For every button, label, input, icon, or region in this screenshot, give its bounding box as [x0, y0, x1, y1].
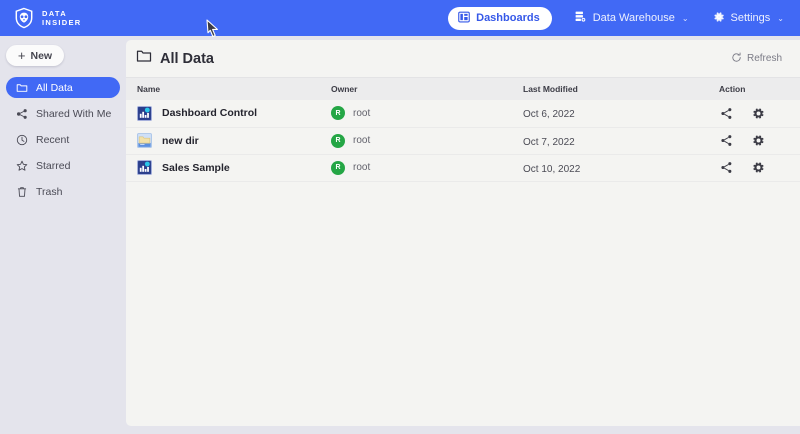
- avatar: R: [331, 133, 345, 148]
- sidebar-item-recent-label: Recent: [36, 133, 70, 146]
- cell-owner: R root: [331, 127, 523, 154]
- owner-name-label: root: [353, 135, 371, 146]
- sidebar-item-all-data-label: All Data: [36, 81, 73, 94]
- nav-item-dashboards[interactable]: Dashboards: [448, 6, 552, 30]
- table-body: Dashboard Control R root Oct 6, 2022: [126, 100, 800, 181]
- dashboard-grid-icon: [458, 11, 470, 26]
- share-icon[interactable]: [719, 134, 733, 148]
- sidebar-item-starred[interactable]: Starred: [6, 155, 120, 176]
- refresh-icon: [731, 52, 742, 66]
- folder-file-icon: [137, 133, 152, 148]
- new-button[interactable]: + New: [6, 45, 64, 66]
- data-table: Name Owner Last Modified Action: [126, 78, 800, 182]
- cell-owner: R root: [331, 154, 523, 181]
- gear-icon[interactable]: [751, 106, 765, 120]
- share-icon[interactable]: [719, 106, 733, 120]
- cell-name[interactable]: new dir: [126, 127, 331, 154]
- nav-item-dashboards-label: Dashboards: [476, 12, 540, 24]
- brand-logo[interactable]: DATA INSIDER: [13, 7, 82, 29]
- plus-icon: +: [17, 48, 26, 63]
- star-icon: [15, 159, 28, 172]
- dashboard-chart-file-icon: [137, 105, 152, 121]
- owl-shield-logo-icon: [13, 7, 35, 29]
- brand-line-2: INSIDER: [42, 18, 82, 27]
- cell-name[interactable]: Dashboard Control: [126, 100, 331, 127]
- table-row[interactable]: Dashboard Control R root Oct 6, 2022: [126, 100, 800, 127]
- content-card: All Data Refresh Name Owner Last Modifie…: [126, 40, 800, 426]
- refresh-button-label: Refresh: [746, 53, 782, 64]
- folder-icon: [15, 81, 28, 94]
- nav-item-data-warehouse-label: Data Warehouse: [592, 12, 675, 24]
- trash-icon: [15, 185, 28, 198]
- cell-name[interactable]: Sales Sample: [126, 154, 331, 181]
- last-modified-label: Oct 7, 2022: [523, 136, 575, 148]
- cell-action: [719, 100, 800, 127]
- refresh-button[interactable]: Refresh: [731, 52, 782, 66]
- last-modified-label: Oct 6, 2022: [523, 109, 575, 121]
- sidebar-item-trash-label: Trash: [36, 185, 63, 198]
- table-row[interactable]: Sales Sample R root Oct 10, 2022: [126, 154, 800, 181]
- chevron-down-icon: ⌄: [777, 13, 784, 23]
- dashboard-chart-file-icon: [137, 160, 152, 175]
- cell-owner: R root: [331, 100, 523, 127]
- cell-last-modified: Oct 10, 2022: [523, 154, 719, 181]
- gear-icon: [713, 11, 725, 26]
- nav-item-data-warehouse[interactable]: Data Warehouse ⌄: [572, 6, 691, 30]
- database-stack-icon: [574, 10, 587, 26]
- column-header-name[interactable]: Name: [126, 78, 331, 100]
- last-modified-label: Oct 10, 2022: [523, 163, 581, 175]
- content-header: All Data Refresh: [126, 40, 800, 78]
- sidebar-item-starred-label: Starred: [36, 159, 71, 172]
- sidebar-item-recent[interactable]: Recent: [6, 129, 120, 150]
- clock-icon: [15, 133, 28, 146]
- sidebar-item-shared-with-me-label: Shared With Me: [36, 107, 112, 120]
- file-name-label: Dashboard Control: [162, 107, 258, 120]
- table-row[interactable]: new dir R root Oct 7, 2022: [126, 127, 800, 154]
- owner-name-label: root: [353, 162, 371, 173]
- nav-item-settings-label: Settings: [730, 12, 771, 24]
- gear-icon[interactable]: [751, 134, 765, 148]
- cell-last-modified: Oct 6, 2022: [523, 100, 719, 127]
- brand-name: DATA INSIDER: [42, 9, 82, 28]
- table-header: Name Owner Last Modified Action: [126, 78, 800, 100]
- avatar: R: [331, 106, 345, 121]
- file-name-label: new dir: [162, 134, 199, 147]
- file-name-label: Sales Sample: [162, 161, 230, 174]
- cell-last-modified: Oct 7, 2022: [523, 127, 719, 154]
- column-header-last-modified[interactable]: Last Modified: [523, 78, 719, 100]
- avatar: R: [331, 160, 345, 175]
- table-header-row: Name Owner Last Modified Action: [126, 78, 800, 100]
- new-button-label: New: [30, 49, 53, 62]
- cell-action: [719, 127, 800, 154]
- chevron-down-icon: ⌄: [681, 13, 689, 23]
- share-icon[interactable]: [719, 161, 733, 175]
- app-body: + New All Data Shared With Me: [0, 36, 800, 434]
- page-title-group: All Data: [136, 48, 214, 69]
- folder-icon: [136, 48, 152, 69]
- sidebar: + New All Data Shared With Me: [0, 36, 126, 434]
- sidebar-item-all-data[interactable]: All Data: [6, 77, 120, 98]
- top-navigation-bar: DATA INSIDER Dashboards: [0, 0, 800, 36]
- owner-name-label: root: [353, 107, 371, 119]
- page-title: All Data: [160, 50, 214, 67]
- brand-line-1: DATA: [42, 8, 67, 18]
- column-header-action: Action: [719, 78, 800, 100]
- cell-action: [719, 154, 800, 181]
- column-header-owner[interactable]: Owner: [331, 78, 523, 100]
- share-nodes-icon: [15, 107, 28, 120]
- gear-icon[interactable]: [751, 161, 765, 175]
- sidebar-item-shared-with-me[interactable]: Shared With Me: [6, 103, 120, 124]
- top-nav-items: Dashboards Data Warehouse ⌄: [448, 6, 786, 30]
- nav-item-settings[interactable]: Settings ⌄: [711, 7, 786, 30]
- sidebar-item-trash[interactable]: Trash: [6, 181, 120, 202]
